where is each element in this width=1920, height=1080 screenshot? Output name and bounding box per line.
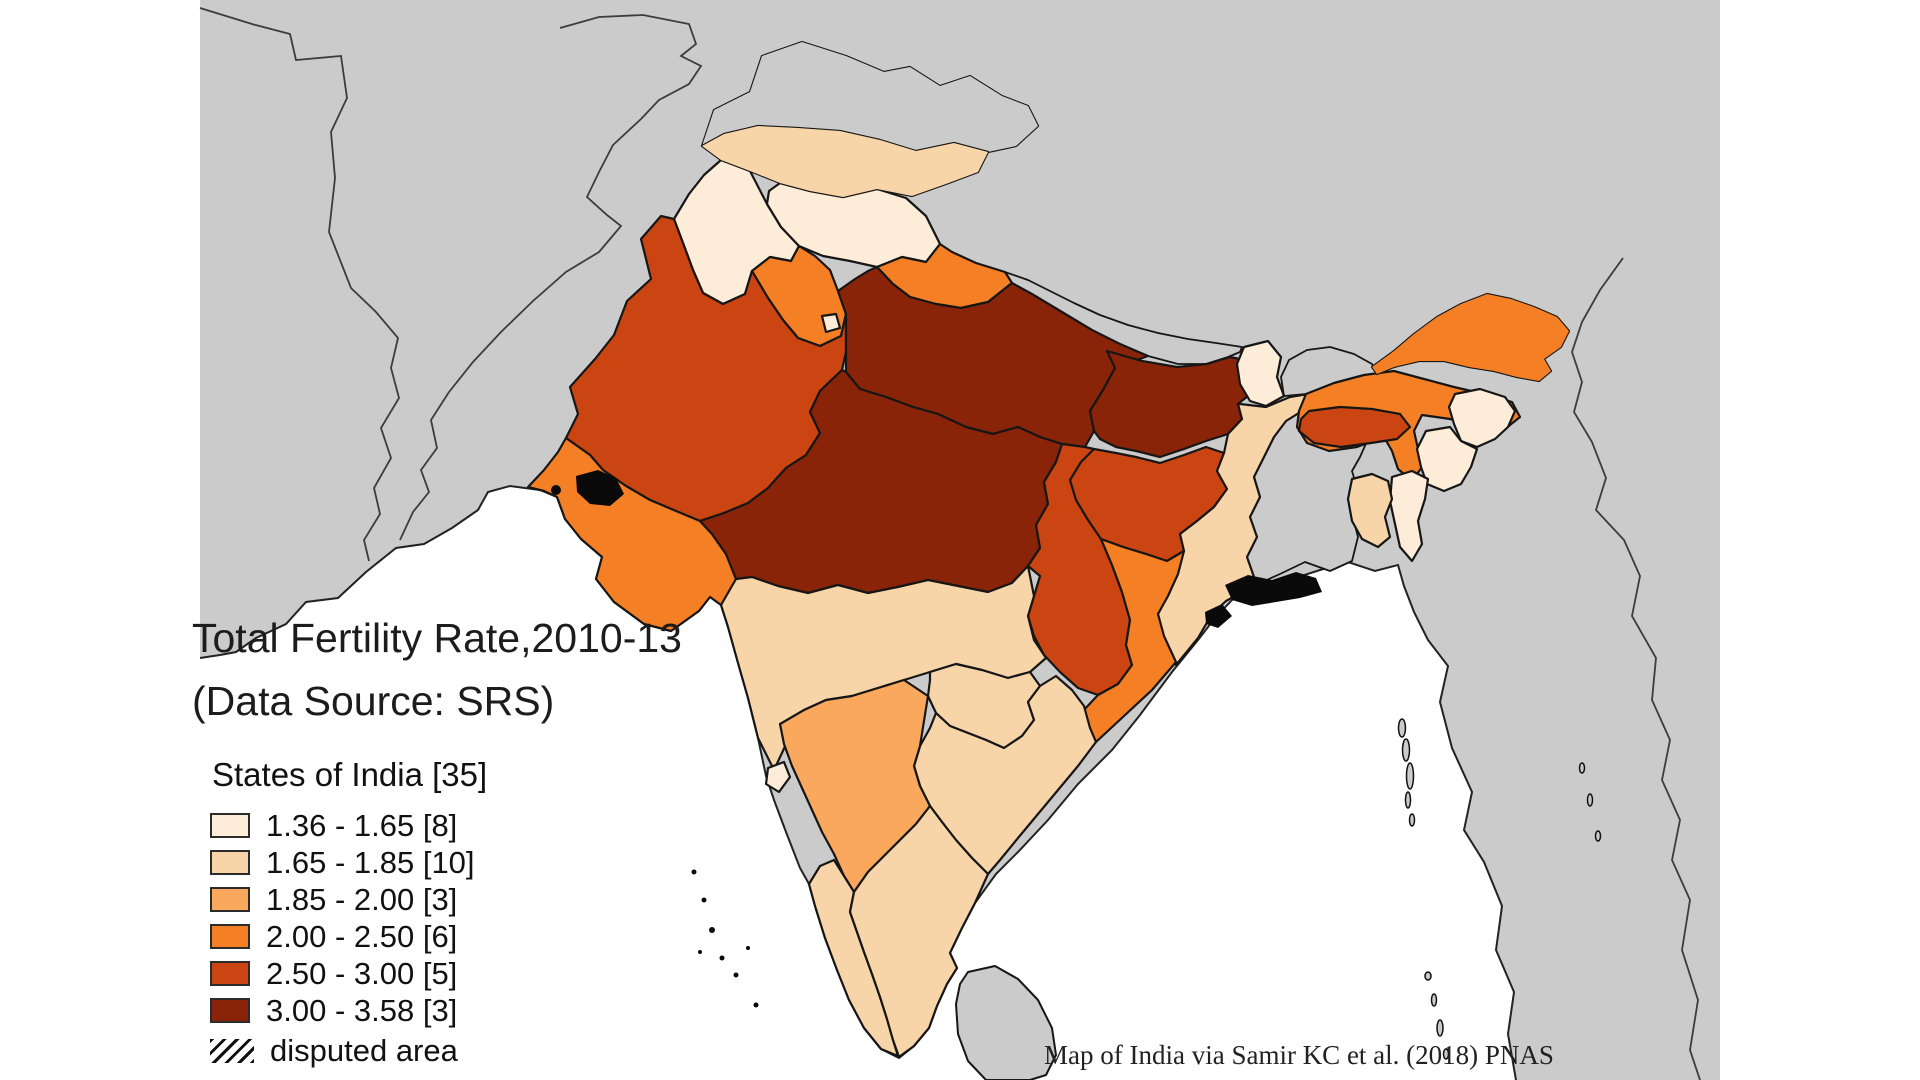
state-odisha [1080,537,1186,744]
legend: States of India [35] 1.36 - 1.65 [8] 1.6… [210,758,487,1069]
border-iran-pakistan [199,7,400,562]
disputed-hatch-swatch [210,1038,254,1063]
border-china-myanmar-thailand [1571,257,1701,1080]
attribution-text: Map of India via Samir KC et al. (2018) … [1044,1040,1554,1070]
country-sri-lanka [955,965,1057,1080]
map-subtitle: (Data Source: SRS) [192,678,555,724]
state-maharashtra [719,564,1048,772]
legend-row: 1.85 - 2.00 [3] [210,881,487,918]
legend-rows: 1.36 - 1.65 [8] 1.65 - 1.85 [10] 1.85 - … [210,807,487,1069]
state-sikkim [1235,339,1286,408]
legend-swatch [210,887,250,912]
legend-row: 1.65 - 1.85 [10] [210,844,487,881]
legend-row: 3.00 - 3.58 [3] [210,992,487,1029]
legend-swatch [210,961,250,986]
legend-swatch [210,850,250,875]
kutch-islet [551,485,561,495]
legend-label: 2.00 - 2.50 [6] [266,918,458,954]
map-title: Total Fertility Rate,2010-13 [192,615,682,661]
legend-row: 2.00 - 2.50 [6] [210,918,487,955]
rann-of-kutch-marsh [576,470,624,506]
state-mizoram [1388,469,1430,563]
sundarbans-delta-west [1205,604,1232,628]
lakshadweep-islands [691,869,759,1008]
india-states-layer [526,40,1571,1059]
legend-label: 1.85 - 2.00 [3] [266,881,458,917]
state-tamil-nadu [848,804,990,1059]
legend-label: 1.65 - 1.85 [10] [266,844,475,880]
state-goa [764,760,792,794]
state-manipur [1415,425,1479,493]
legend-label: disputed area [270,1032,458,1068]
state-tripura [1346,472,1394,549]
legend-row: 2.50 - 3.00 [5] [210,955,487,992]
state-delhi [820,312,842,334]
border-afghanistan-pakistan [399,14,703,541]
sundarbans-delta [1225,572,1322,606]
legend-label: 1.36 - 1.65 [8] [266,807,458,843]
legend-swatch [210,813,250,838]
legend-label: 2.50 - 3.00 [5] [266,955,458,991]
state-west-bengal [1150,392,1310,667]
legend-swatch [210,998,250,1023]
legend-row: 1.36 - 1.65 [8] [210,807,487,844]
legend-heading: States of India [35] [212,756,488,793]
marsh-and-islets-layer [551,470,1322,1008]
legend-swatch [210,924,250,949]
state-nagaland [1447,387,1517,449]
state-bihar [1088,349,1264,459]
andaman-nicobar-islands [1397,718,1602,1060]
legend-label: 3.00 - 3.58 [3] [266,992,458,1028]
legend-row-disputed: disputed area [210,1032,487,1069]
state-meghalaya [1297,405,1412,449]
title-block: Total Fertility Rate,2010-13 (Data Sourc… [192,618,682,722]
